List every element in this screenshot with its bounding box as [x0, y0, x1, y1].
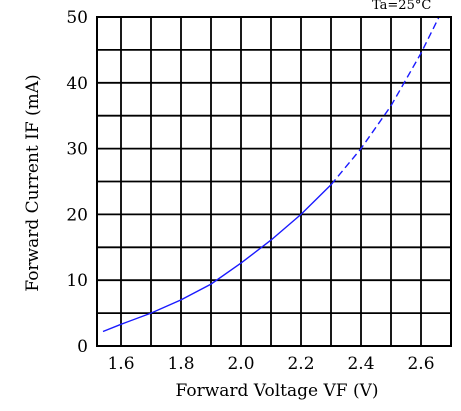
- series-layer: [102, 16, 440, 333]
- x-tick-label: 2.4: [347, 354, 374, 374]
- y-axis-label: Forward Current IF (mA): [23, 74, 43, 291]
- iv-curve-dashed: [330, 16, 440, 186]
- y-tick-label: 10: [66, 271, 88, 291]
- x-tick-label: 2.2: [287, 354, 314, 374]
- x-tick-labels: 1.6 1.8 2.0 2.2 2.4 2.6: [107, 354, 434, 374]
- y-tick-label: 20: [66, 205, 88, 225]
- y-tick-label: 50: [66, 8, 88, 28]
- x-tick-label: 2.0: [227, 354, 254, 374]
- plot-frame: [96, 16, 452, 347]
- y-tick-label: 30: [66, 140, 88, 160]
- x-tick-label: 2.6: [407, 354, 434, 374]
- y-tick-label: 0: [77, 337, 88, 357]
- y-tick-label: 40: [66, 74, 88, 94]
- corner-annotation: Ta=25°C: [372, 0, 431, 13]
- x-tick-label: 1.6: [107, 354, 134, 374]
- grid: [97, 16, 451, 347]
- x-tick-label: 1.8: [167, 354, 194, 374]
- iv-curve-solid: [102, 184, 332, 333]
- y-tick-labels: 0 10 20 30 40 50: [66, 8, 88, 357]
- x-axis-label: Forward Voltage VF (V): [175, 381, 378, 401]
